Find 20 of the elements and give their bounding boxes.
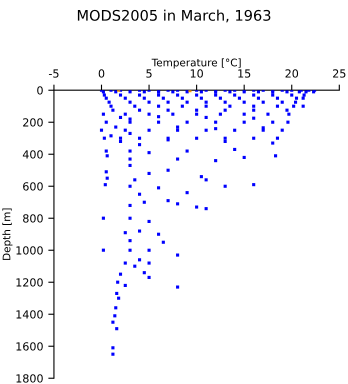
y-tick-label: 200 — [23, 118, 43, 127]
x-tick-label: 10 — [190, 69, 203, 78]
y-tick-label: 400 — [22, 150, 43, 159]
y-tick-label: 800 — [23, 214, 43, 223]
y-tick-label: 600 — [23, 182, 43, 191]
x-tick-label: 0 — [98, 69, 104, 78]
chart-title: MODS2005 in March, 1963 — [78, 10, 270, 22]
x-tick-label: 20 — [285, 69, 298, 78]
y-tick-label: 1400 — [16, 310, 43, 319]
y-tick-label: 1000 — [16, 246, 43, 255]
y-tick-label: 1800 — [16, 374, 43, 383]
x-tick-label: 15 — [238, 69, 250, 78]
y-tick-label: 0 — [37, 86, 43, 95]
y-tick-label: 1200 — [16, 278, 43, 287]
x-axis-title: Temperature [°C] — [152, 58, 241, 68]
x-tick-label: -5 — [48, 69, 59, 78]
y-axis-title: Depth [m] — [2, 208, 12, 260]
x-tick-label: 25 — [333, 69, 346, 78]
y-tick-label: 1600 — [16, 342, 43, 351]
x-tick-label: 5 — [146, 69, 152, 78]
